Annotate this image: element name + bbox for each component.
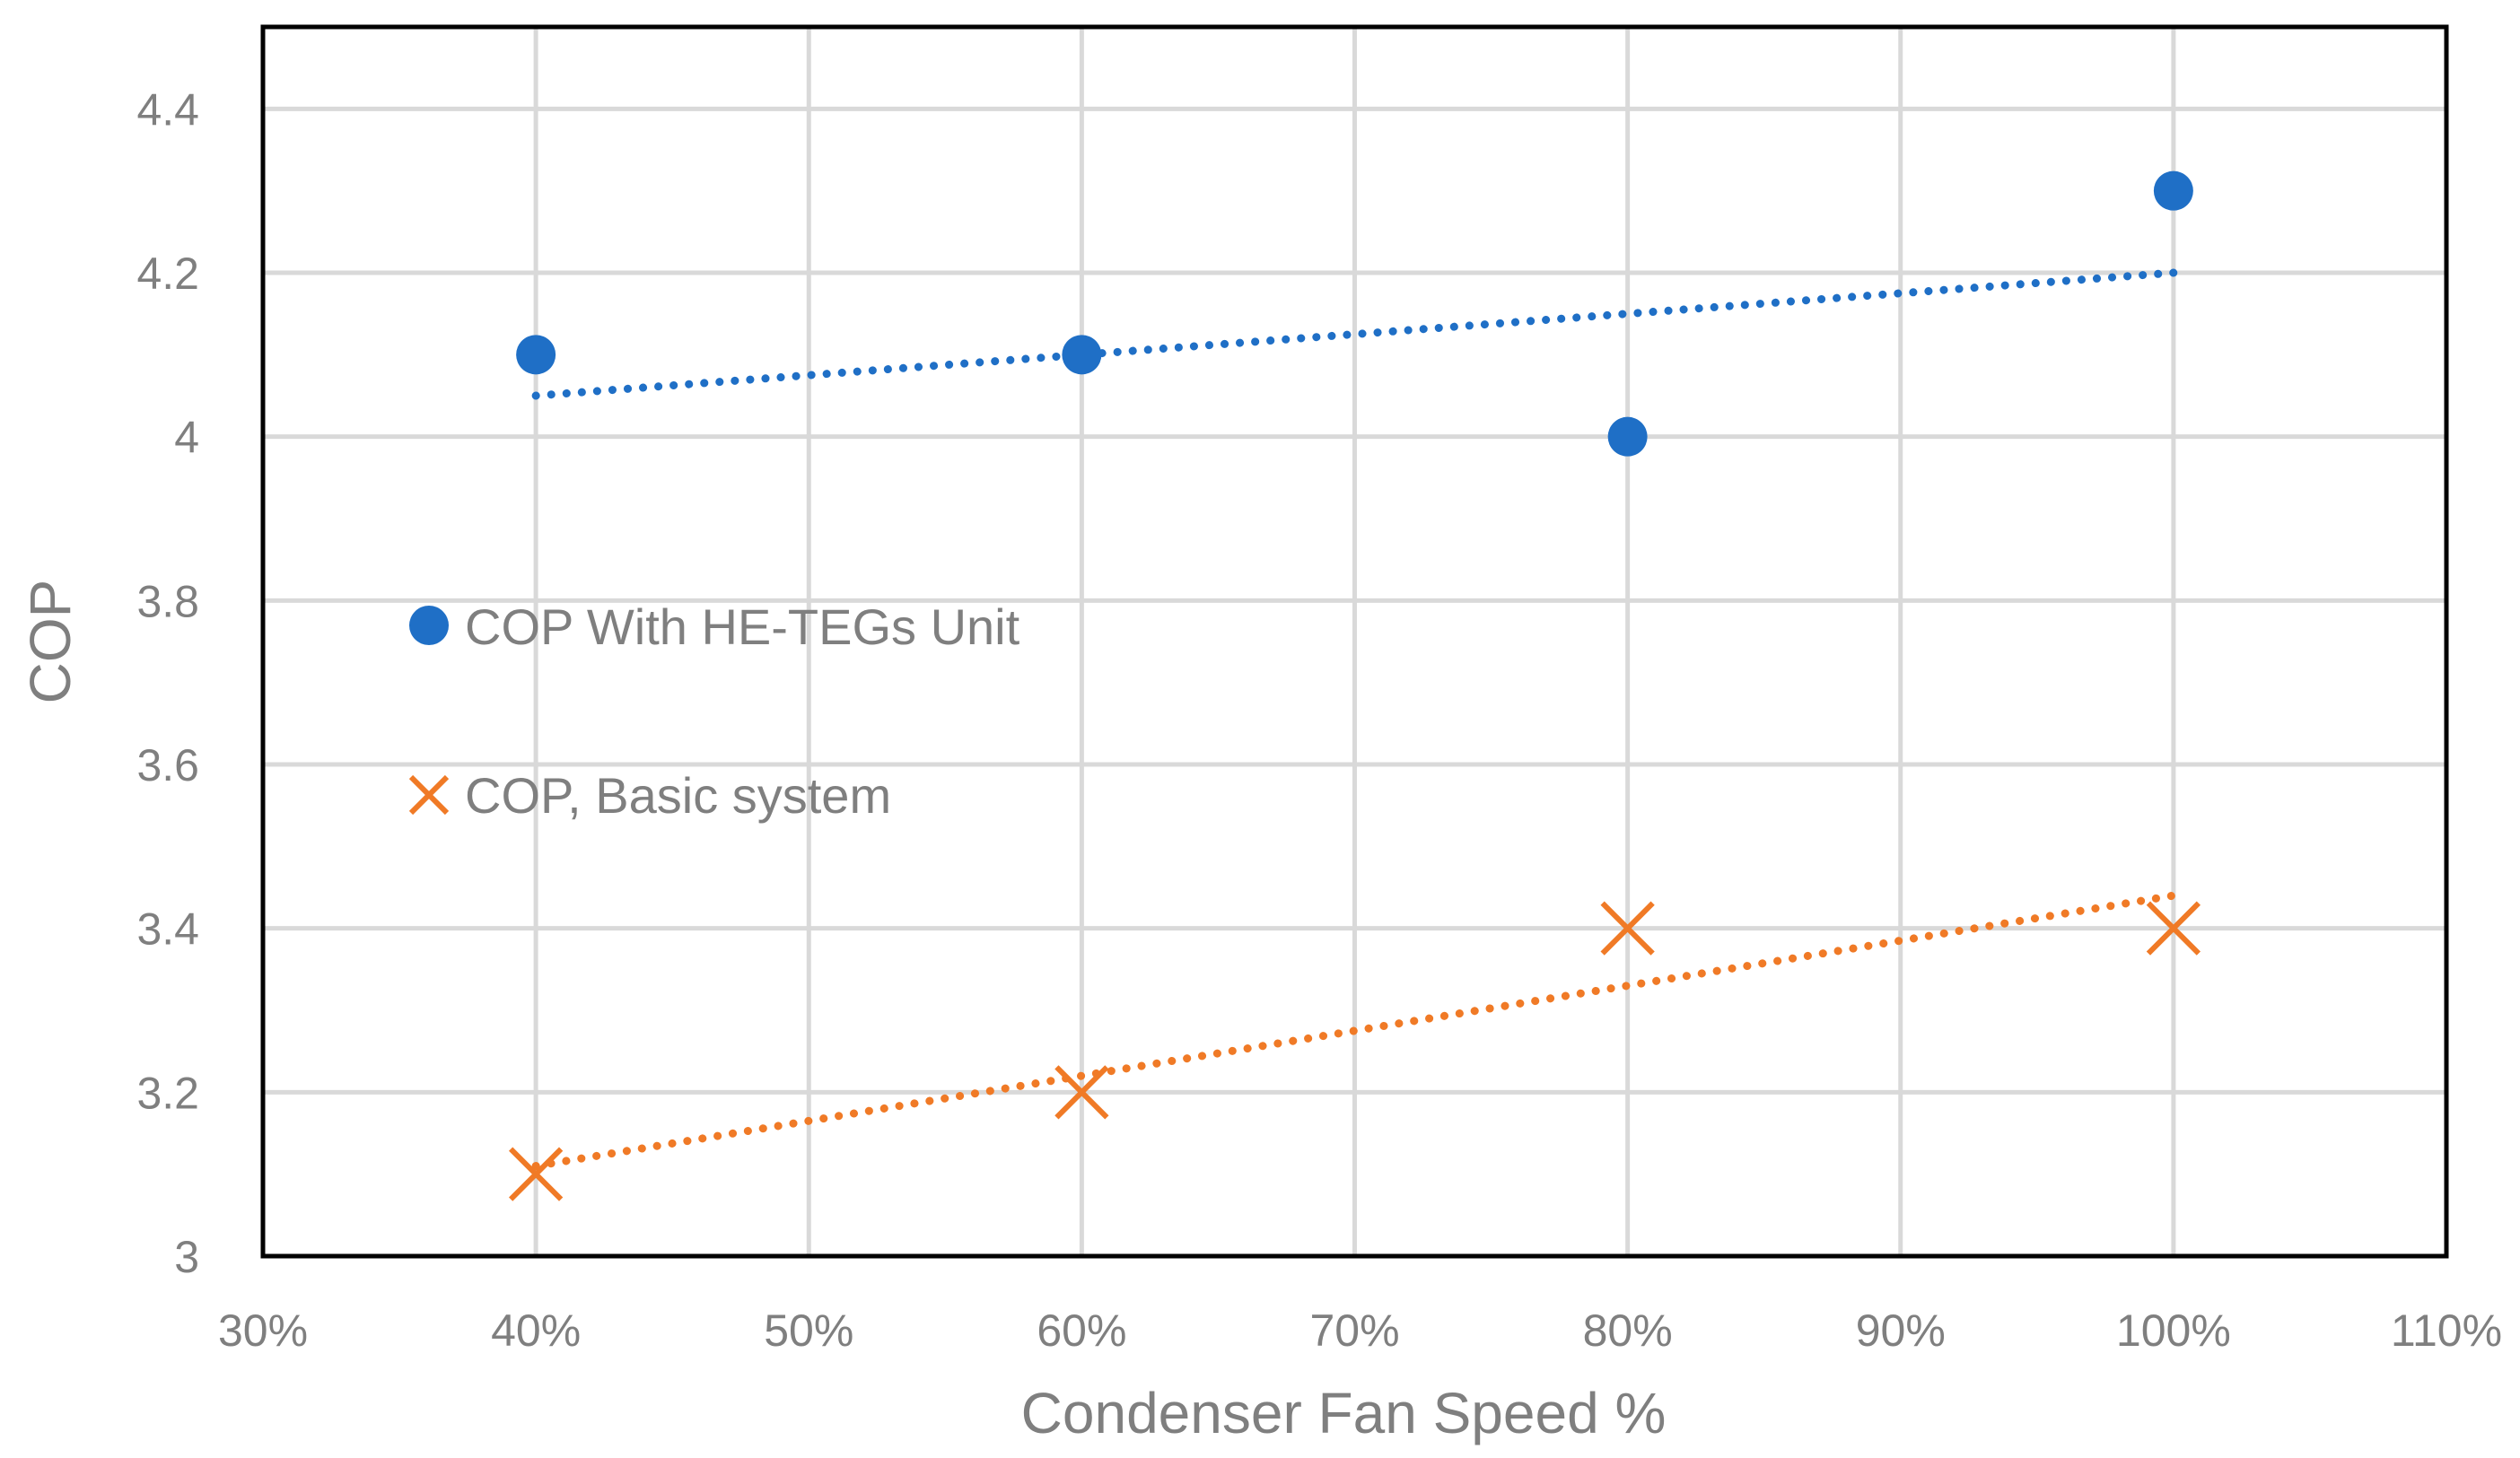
legend-marker-circle [409,606,449,645]
trendlines [531,268,2178,1171]
x-tick-label: 30% [218,1305,308,1356]
y-tick-label: 3.2 [136,1068,199,1118]
y-tick-label: 4.4 [136,84,199,135]
legend-label-series-0: COP With HE-TEGs Unit [465,598,1020,655]
x-tick-label: 80% [1583,1305,1673,1356]
x-tick-label: 110% [2391,1305,2502,1356]
y-tick-label: 3 [174,1232,199,1282]
plot-frame [260,24,2449,1259]
y-tick-label: 4 [174,413,199,463]
legend-label-series-1: COP, Basic system [465,767,891,824]
y-tick-label: 4.2 [136,249,199,299]
x-tick-label: 90% [1856,1305,1946,1356]
data-point-series-0[interactable] [516,335,556,375]
legend-item-series-0[interactable]: COP With HE-TEGs Unit [409,598,1020,655]
data-points [509,170,2201,1201]
data-point-series-1[interactable] [509,1147,564,1201]
x-tick-label: 50% [764,1305,853,1356]
data-point-series-1[interactable] [1054,1065,1109,1120]
x-tick-label: 100% [2116,1305,2231,1356]
x-tick-labels: 30% 40% 50% 60% 70% 80% 90% 100% 110% [218,1305,2502,1356]
trendline-series-1 [531,891,2178,1171]
y-tick-labels: 3 3.2 3.4 3.6 3.8 4 4.2 4.4 [136,84,199,1282]
legend-item-series-1[interactable]: COP, Basic system [408,767,891,824]
data-point-series-1[interactable] [1600,901,1655,956]
y-axis-title: COP [18,580,83,704]
data-point-series-0[interactable] [2153,170,2193,211]
x-tick-label: 40% [491,1305,581,1356]
legend: COP With HE-TEGs Unit COP, Basic system [408,598,1020,824]
x-tick-label: 70% [1309,1305,1399,1356]
x-tick-label: 60% [1037,1305,1126,1356]
trendline-series-0 [531,268,2178,400]
data-point-series-0[interactable] [1607,416,1648,457]
data-point-series-1[interactable] [2146,901,2201,956]
y-tick-label: 3.4 [136,904,199,955]
data-point-series-0[interactable] [1062,335,1102,375]
x-axis-title: Condenser Fan Speed % [1021,1381,1667,1445]
legend-marker-x [408,774,450,816]
y-tick-label: 3.8 [136,576,199,626]
y-tick-label: 3.6 [136,740,199,790]
